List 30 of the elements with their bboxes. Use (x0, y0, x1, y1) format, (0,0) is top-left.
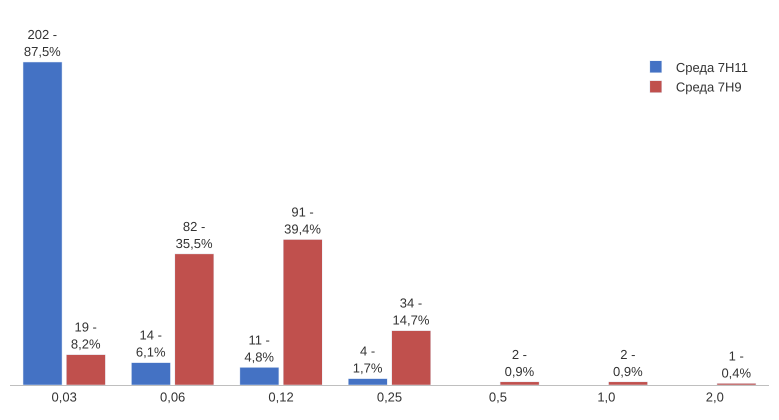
x-tick-label: 0,03 (52, 390, 77, 405)
data-label: 34 - 14,7% (392, 296, 430, 328)
data-label: 91 - 39,4% (284, 204, 322, 236)
data-label: 202 - 87,5% (24, 27, 62, 59)
x-tick-label: 0,06 (160, 390, 186, 405)
bar (66, 354, 106, 385)
x-tick-label: 1,0 (597, 390, 616, 405)
data-label: 11 - 4,8% (244, 332, 274, 364)
legend-label: Среда 7H9 (676, 80, 742, 95)
bar (500, 382, 540, 385)
data-label: 1 - 0,4% (721, 348, 752, 380)
data-label: 82 - 35,5% (176, 218, 213, 251)
x-tick-label: 2,0 (706, 390, 724, 405)
x-tick-label: 0,12 (268, 390, 294, 405)
bar (174, 254, 214, 385)
data-label: 19 - 8,2% (70, 320, 101, 352)
data-label: 2 - 0,9% (613, 346, 644, 379)
x-tick-label: 0,25 (376, 390, 402, 405)
x-tick-label: 0,5 (488, 390, 507, 405)
bar (608, 382, 648, 385)
bar (240, 367, 280, 385)
bar (22, 62, 62, 385)
data-label: 14 - 6,1% (136, 328, 166, 360)
bar (131, 362, 171, 385)
bar (282, 239, 323, 385)
data-label: 2 - 0,9% (504, 346, 535, 379)
bar (348, 378, 388, 385)
bar (391, 330, 431, 385)
legend-label: Среда 7H11 (676, 60, 748, 75)
data-label: 4 - 1,7% (352, 344, 383, 376)
